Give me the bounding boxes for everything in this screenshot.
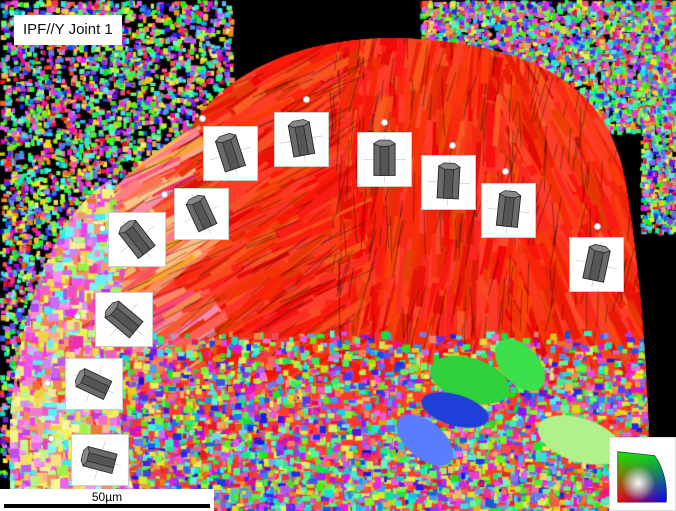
hexagonal-prism-icon	[74, 365, 114, 403]
crystal-orientation-glyph	[569, 237, 624, 292]
measurement-point-marker	[449, 142, 456, 149]
hexagonal-prism-icon	[427, 159, 470, 206]
hexagonal-prism-icon	[280, 116, 323, 163]
hexagonal-prism-icon	[363, 136, 406, 183]
hexagonal-prism-icon	[210, 131, 251, 176]
hexagonal-prism-icon	[104, 300, 144, 339]
measurement-point-marker	[303, 96, 310, 103]
crystal-orientation-glyph	[108, 212, 166, 267]
crystal-orientation-glyph	[174, 188, 229, 240]
hexagonal-prism-icon	[487, 187, 530, 234]
measurement-point-marker	[161, 191, 168, 198]
map-label: IPF//Y Joint 1	[14, 15, 122, 45]
measurement-point-marker	[502, 168, 509, 175]
hexagonal-prism-icon	[79, 440, 121, 480]
crystal-orientation-glyph	[274, 112, 329, 167]
ipf-triangle-icon	[617, 451, 667, 503]
hexagonal-prism-icon	[575, 241, 618, 288]
scale-bar-line	[4, 504, 210, 508]
hexagonal-prism-icon	[183, 194, 220, 234]
scale-bar-label: 50µm	[91, 490, 123, 504]
measurement-point-marker	[99, 225, 106, 232]
crystal-orientation-glyph	[481, 183, 536, 238]
measurement-point-marker	[381, 119, 388, 126]
measurement-point-marker	[74, 313, 81, 320]
measurement-point-marker	[199, 115, 206, 122]
crystal-orientation-glyph	[71, 434, 129, 486]
scale-bar: 50µm	[0, 489, 214, 511]
crystal-orientation-glyph	[357, 132, 412, 187]
ipf-color-key	[609, 437, 676, 511]
measurement-point-marker	[48, 435, 55, 442]
crystal-orientation-glyph	[65, 358, 123, 410]
crystal-orientation-glyph	[95, 292, 153, 347]
crystal-orientation-glyph	[203, 126, 258, 181]
measurement-point-marker	[594, 223, 601, 230]
hexagonal-prism-icon	[118, 219, 156, 260]
crystal-orientation-glyph	[421, 155, 476, 210]
measurement-point-marker	[44, 380, 51, 387]
